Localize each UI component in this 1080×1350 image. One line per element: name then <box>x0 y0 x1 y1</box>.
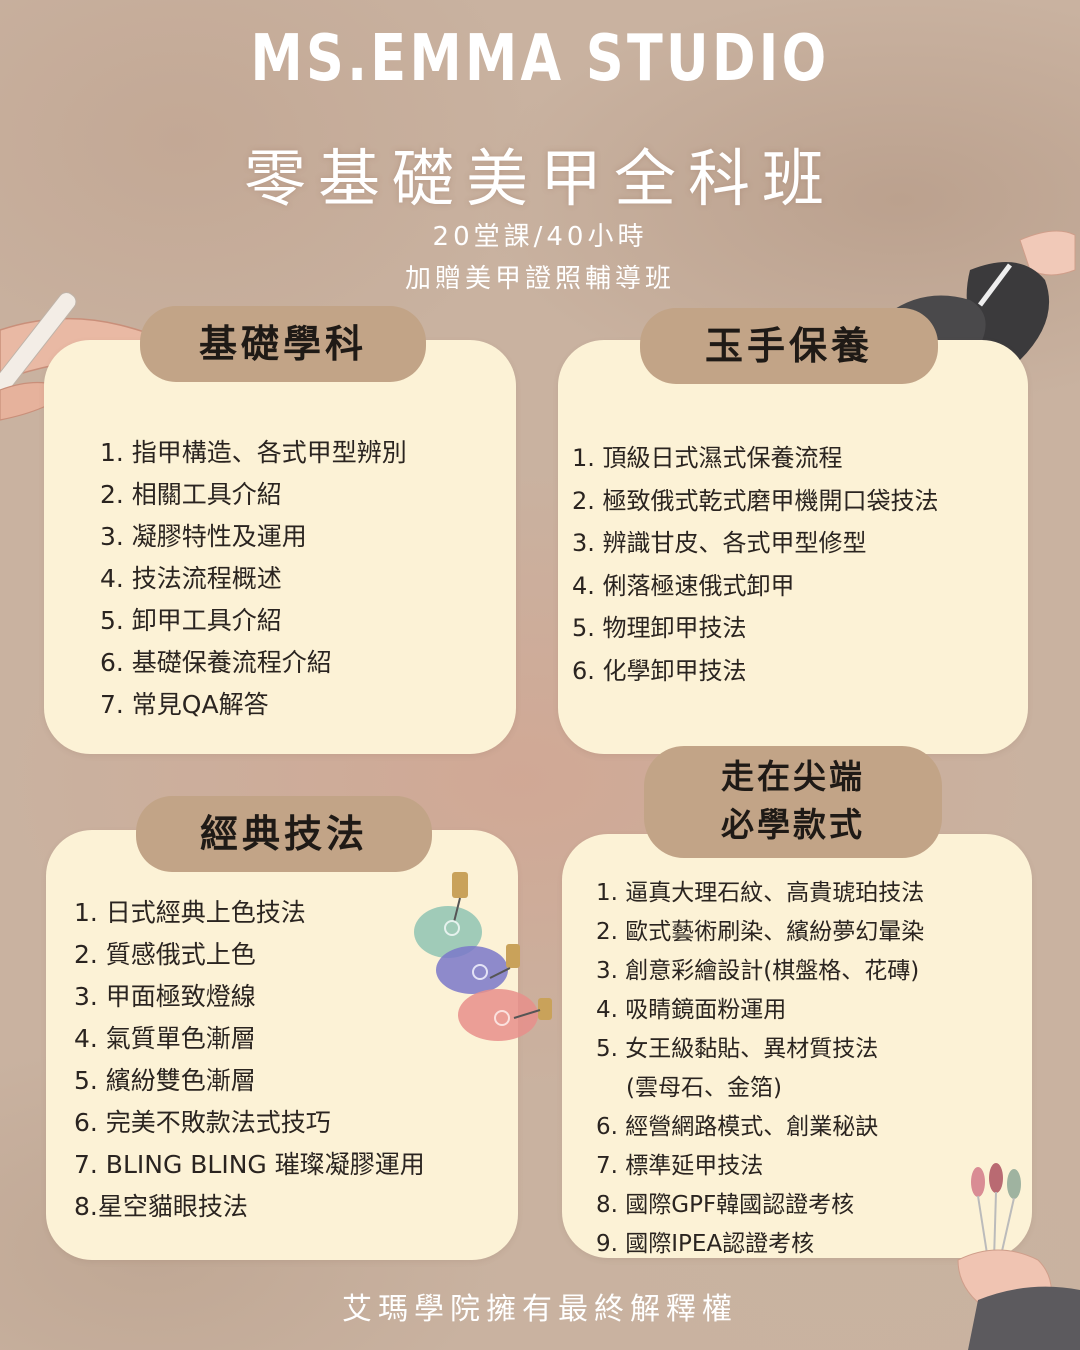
classic-technique-list: 1. 日式經典上色技法 2. 質感俄式上色 3. 甲面極致燈線 4. 氣質單色漸… <box>74 892 425 1228</box>
list-item: 3. 凝膠特性及運用 <box>100 522 307 551</box>
list-item: 4. 氣質單色漸層 <box>74 1024 256 1053</box>
list-item: 4. 技法流程概述 <box>100 564 282 593</box>
trend-styles-card <box>562 834 1032 1258</box>
list-item: 5. 繽紛雙色漸層 <box>74 1066 256 1095</box>
trend-styles-title: 走在尖端 必學款式 <box>644 746 942 858</box>
basic-course-card <box>44 340 516 754</box>
list-item: 7. 標準延甲技法 <box>596 1153 764 1179</box>
gel-bottle-illustration <box>414 872 552 1041</box>
list-item: 4. 吸睛鏡面粉運用 <box>596 997 787 1023</box>
basic-course-title: 基礎學科 <box>140 306 426 382</box>
nail-swatch-hand-illustration <box>957 1163 1080 1350</box>
list-item: 3. 辨識甘皮、各式甲型修型 <box>572 529 867 557</box>
list-item: 5. 卸甲工具介紹 <box>100 606 282 635</box>
course-bonus: 加贈美甲證照輔導班 <box>404 264 675 294</box>
classic-technique-card <box>46 830 518 1260</box>
list-item: 4. 俐落極速俄式卸甲 <box>572 571 795 600</box>
hand-care-title: 玉手保養 <box>640 308 938 384</box>
list-item: 1. 逼真大理石紋、高貴琥珀技法 <box>596 880 925 906</box>
studio-title: MS.EMMA STUDIO <box>250 22 830 96</box>
list-item: 9. 國際IPEA認證考核 <box>596 1231 815 1257</box>
list-item: 7. 常見QA解答 <box>100 690 269 719</box>
classic-technique-title: 經典技法 <box>136 796 432 872</box>
list-item: 8.星空貓眼技法 <box>74 1192 248 1221</box>
list-item: 3. 甲面極致燈線 <box>74 982 256 1011</box>
trend-styles-title-line1: 走在尖端 <box>721 757 865 796</box>
list-item: 6. 基礎保養流程介紹 <box>100 648 332 677</box>
list-item: 3. 創意彩繪設計(棋盤格、花磚) <box>596 958 920 984</box>
list-item: 6. 化學卸甲技法 <box>572 656 747 685</box>
footer-disclaimer: 艾瑪學院擁有最終解釋權 <box>342 1292 738 1327</box>
course-hours: 20堂課/40小時 <box>432 222 648 252</box>
list-item: 1. 指甲構造、各式甲型辨別 <box>100 438 407 467</box>
list-item: 1. 日式經典上色技法 <box>74 898 306 927</box>
trend-styles-list: 1. 逼真大理石紋、高貴琥珀技法 2. 歐式藝術刷染、繽紛夢幻暈染 3. 創意彩… <box>596 874 924 1264</box>
list-item: 7. BLING BLING 璀璨凝膠運用 <box>74 1150 425 1179</box>
list-item: 5. 女王級黏貼、異材質技法 <box>596 1036 879 1062</box>
list-item: 2. 歐式藝術刷染、繽紛夢幻暈染 <box>596 919 925 945</box>
basic-course-list: 1. 指甲構造、各式甲型辨別 2. 相關工具介紹 3. 凝膠特性及運用 4. 技… <box>100 432 407 726</box>
list-item: 6. 完美不敗款法式技巧 <box>74 1108 331 1137</box>
list-item: 2. 質感俄式上色 <box>74 940 256 969</box>
list-item: (雲母石、金箔) <box>626 1075 782 1101</box>
hand-care-card <box>558 340 1028 754</box>
hand-care-list: 1. 頂級日式濕式保養流程 2. 極致俄式乾式磨甲機開口袋技法 3. 辨識甘皮、… <box>572 437 939 692</box>
list-item: 1. 頂級日式濕式保養流程 <box>572 444 843 472</box>
list-item: 8. 國際GPF韓國認證考核 <box>596 1192 855 1218</box>
list-item: 2. 相關工具介紹 <box>100 480 282 509</box>
trend-styles-title-line2: 必學款式 <box>721 805 865 844</box>
list-item: 5. 物理卸甲技法 <box>572 614 747 642</box>
list-item: 2. 極致俄式乾式磨甲機開口袋技法 <box>572 486 939 515</box>
course-title: 零基礎美甲全科班 <box>243 142 836 215</box>
list-item: 6. 經營網路模式、創業秘訣 <box>596 1114 879 1140</box>
